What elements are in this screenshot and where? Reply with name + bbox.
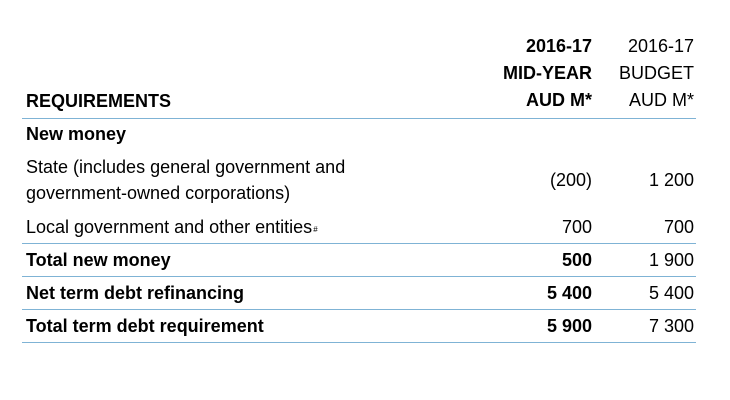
- table-row-total-requirement: Total term debt requirement 5 900 7 300: [22, 310, 696, 342]
- mid-year-value: 5 400: [546, 282, 592, 303]
- mid-year-value: (200): [549, 169, 592, 190]
- mid-year-value: 5 900: [546, 315, 592, 336]
- budget-header-line: BUDGET: [618, 63, 694, 83]
- section-title: New money: [26, 123, 127, 144]
- mid-year-header-line: MID-YEAR: [503, 63, 592, 83]
- row-label-text: Local government and other entities: [26, 216, 313, 237]
- mid-year-header-line: AUD M*: [526, 90, 592, 110]
- row-label: Total new money: [26, 249, 171, 270]
- budget-value: 700: [663, 216, 694, 237]
- mid-year-column-header: 2016-17 MID-YEAR AUD M*: [503, 33, 592, 114]
- budget-value: 1 200: [648, 169, 694, 190]
- table-row-net-refinancing: Net term debt refinancing 5 400 5 400: [22, 277, 696, 309]
- table-row-state: State (includes general government and g…: [22, 149, 696, 211]
- mid-year-header-line: 2016-17: [525, 36, 592, 56]
- row-label: State (includes general government and g…: [26, 154, 345, 206]
- row-label-line: State (includes general government and: [26, 157, 346, 177]
- footnote-mark: #: [313, 224, 318, 234]
- table-row-local-government: Local government and other entities# 700…: [22, 211, 696, 243]
- row-divider: [22, 243, 696, 244]
- row-divider: [22, 276, 696, 277]
- row-label: Total term debt requirement: [26, 315, 264, 336]
- budget-header-line: 2016-17: [627, 36, 694, 56]
- budget-header-line: AUD M*: [628, 90, 694, 110]
- requirements-header-label: REQUIREMENTS: [26, 91, 172, 111]
- row-label-line: government-owned corporations): [26, 183, 291, 203]
- budget-column-header: 2016-17 BUDGET AUD M*: [619, 33, 694, 114]
- mid-year-value: 500: [561, 249, 592, 270]
- row-label: Local government and other entities#: [26, 217, 318, 238]
- table-bottom-rule: [22, 342, 696, 343]
- section-row-new-money: New money: [22, 119, 696, 149]
- requirements-table: REQUIREMENTS 2016-17 MID-YEAR AUD M* 201…: [22, 32, 696, 343]
- row-divider: [22, 309, 696, 310]
- header-divider: [22, 118, 696, 119]
- row-label: Net term debt refinancing: [26, 282, 245, 303]
- table-row-total-new-money: Total new money 500 1 900: [22, 244, 696, 276]
- table-header: REQUIREMENTS 2016-17 MID-YEAR AUD M* 201…: [22, 32, 696, 118]
- budget-value: 1 900: [648, 249, 694, 270]
- budget-value: 5 400: [648, 282, 694, 303]
- budget-value: 7 300: [648, 315, 694, 336]
- mid-year-value: 700: [561, 216, 592, 237]
